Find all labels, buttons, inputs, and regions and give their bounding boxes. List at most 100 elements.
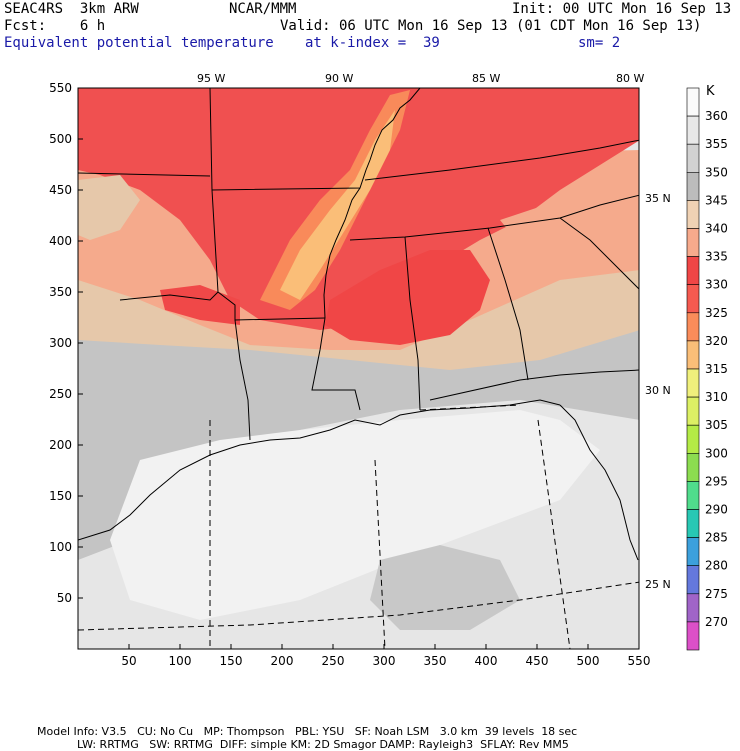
init-time: Init: 00 UTC Mon 16 Sep 13 [512, 1, 732, 17]
x-axis: 50 100 150 200 250 300 350 400 450 500 550 [121, 644, 650, 668]
y-tick-label: 150 [49, 489, 72, 503]
legend-label: 270 [705, 615, 728, 629]
legend-swatch [686, 228, 700, 257]
field-yellow-ridge [280, 110, 395, 300]
y-tick-label: 500 [49, 132, 72, 146]
legend-label: 305 [705, 418, 728, 432]
y-tick-label: 50 [57, 591, 72, 605]
map-border [77, 87, 640, 650]
legend-swatch [686, 200, 700, 229]
x-tick-label: 150 [220, 654, 243, 668]
org-label: NCAR/MMM [229, 1, 297, 17]
boundary-fl-north [429, 369, 639, 401]
y-tick-label: 100 [49, 540, 72, 554]
parallel-25n [78, 581, 639, 631]
legend-swatch [686, 565, 700, 595]
coastline [78, 399, 561, 541]
y-tick-label: 350 [49, 285, 72, 299]
legend-label: 335 [705, 250, 728, 264]
legend-label: 340 [705, 222, 728, 236]
legend-swatch [686, 284, 700, 314]
footer-cu: CU: No Cu [137, 725, 194, 738]
meridian-90w [374, 459, 386, 649]
lon-label-80w: 80 W [616, 72, 644, 85]
legend-label: 300 [705, 446, 728, 460]
x-tick-label: 400 [475, 654, 498, 668]
footer-line-1: Model Info: V3.5 CU: No Cu MP: Thompson … [30, 712, 577, 738]
lat-label-35n: 35 N [645, 192, 671, 205]
boundary-ms-river [323, 187, 361, 319]
x-tick-label: 300 [373, 654, 396, 668]
legend-swatch [686, 340, 700, 370]
lat-label-30n: 30 N [645, 384, 671, 397]
y-tick-label: 200 [49, 438, 72, 452]
legend-swatch [686, 115, 700, 145]
field-tan-west [78, 175, 140, 240]
lon-label-95w: 95 W [197, 72, 225, 85]
field-gulf-gray [370, 545, 520, 630]
legend-label: 350 [705, 165, 728, 179]
legend-label: 355 [705, 137, 728, 151]
field-name: Equivalent potential temperature [4, 35, 274, 51]
footer-sf: SF: Noah LSM [354, 725, 430, 738]
boundary-sc-ga [559, 217, 639, 290]
footer-line-2: LW: RRTMG SW: RRTMG DIFF: simple KM: 2D … [70, 725, 569, 751]
legend-label: 325 [705, 306, 728, 320]
x-tick-label: 200 [271, 654, 294, 668]
footer-pbl: PBL: YSU [295, 725, 345, 738]
valid-time: Valid: 06 UTC Mon 16 Sep 13 (01 CDT Mon … [280, 18, 702, 34]
parallel-30n [419, 404, 521, 411]
legend-swatch [686, 424, 700, 454]
legend-swatch [686, 509, 700, 538]
lon-label-85w: 85 W [472, 72, 500, 85]
legend-swatch [686, 452, 700, 482]
boundary-ks-ok [78, 172, 211, 177]
boundary-al-ga [487, 227, 529, 381]
legend-swatch [686, 593, 700, 623]
y-tick-label: 400 [49, 234, 72, 248]
footer-levels: 39 levels [484, 725, 535, 738]
legend-label: 275 [705, 587, 728, 601]
field-red-west [160, 285, 240, 325]
footer-res: 3.0 km [439, 725, 478, 738]
legend-label: 295 [705, 474, 728, 488]
legend-label: 310 [705, 390, 728, 404]
legend-swatch [686, 396, 700, 426]
field-gulf-light [110, 410, 600, 620]
x-tick-label: 350 [424, 654, 447, 668]
legend-label: 345 [705, 193, 728, 207]
legend-label: 315 [705, 362, 728, 376]
level-label: at k-index = 39 [305, 35, 440, 51]
x-tick-label: 100 [169, 654, 192, 668]
lon-label-90w: 90 W [325, 72, 353, 85]
y-axis: 550 500 450 400 350 300 250 200 150 100 50 [49, 81, 83, 605]
legend-label: 290 [705, 503, 728, 517]
y-tick-label: 450 [49, 183, 72, 197]
boundary-tx-la [234, 319, 251, 441]
legend-swatch [686, 256, 700, 286]
boundary-ms-al [404, 236, 421, 411]
legend-label: 285 [705, 531, 728, 545]
x-tick-label: 50 [121, 654, 136, 668]
legend-swatch [686, 368, 700, 398]
x-tick-label: 450 [526, 654, 549, 668]
legend-swatch [686, 312, 700, 342]
political-boundaries [78, 88, 639, 561]
coastline-florida [559, 404, 639, 561]
x-tick-label: 550 [628, 654, 651, 668]
lat-label-25n: 25 N [645, 578, 671, 591]
boundary-mo [209, 88, 421, 191]
boundary-la [311, 317, 361, 411]
y-tick-label: 300 [49, 336, 72, 350]
legend-label: 330 [705, 278, 728, 292]
footer-model-info: Model Info: V3.5 [37, 725, 127, 738]
y-tick-label: 250 [49, 387, 72, 401]
legend-swatch [686, 621, 700, 651]
smoothing-label: sm= 2 [578, 35, 621, 51]
legend-label: 280 [705, 559, 728, 573]
boundary-ky-tn [364, 139, 639, 181]
field-red-central [325, 250, 490, 345]
forecast-hour: Fcst: 6 h [4, 18, 106, 34]
footer-timestep: 18 sec [541, 725, 578, 738]
